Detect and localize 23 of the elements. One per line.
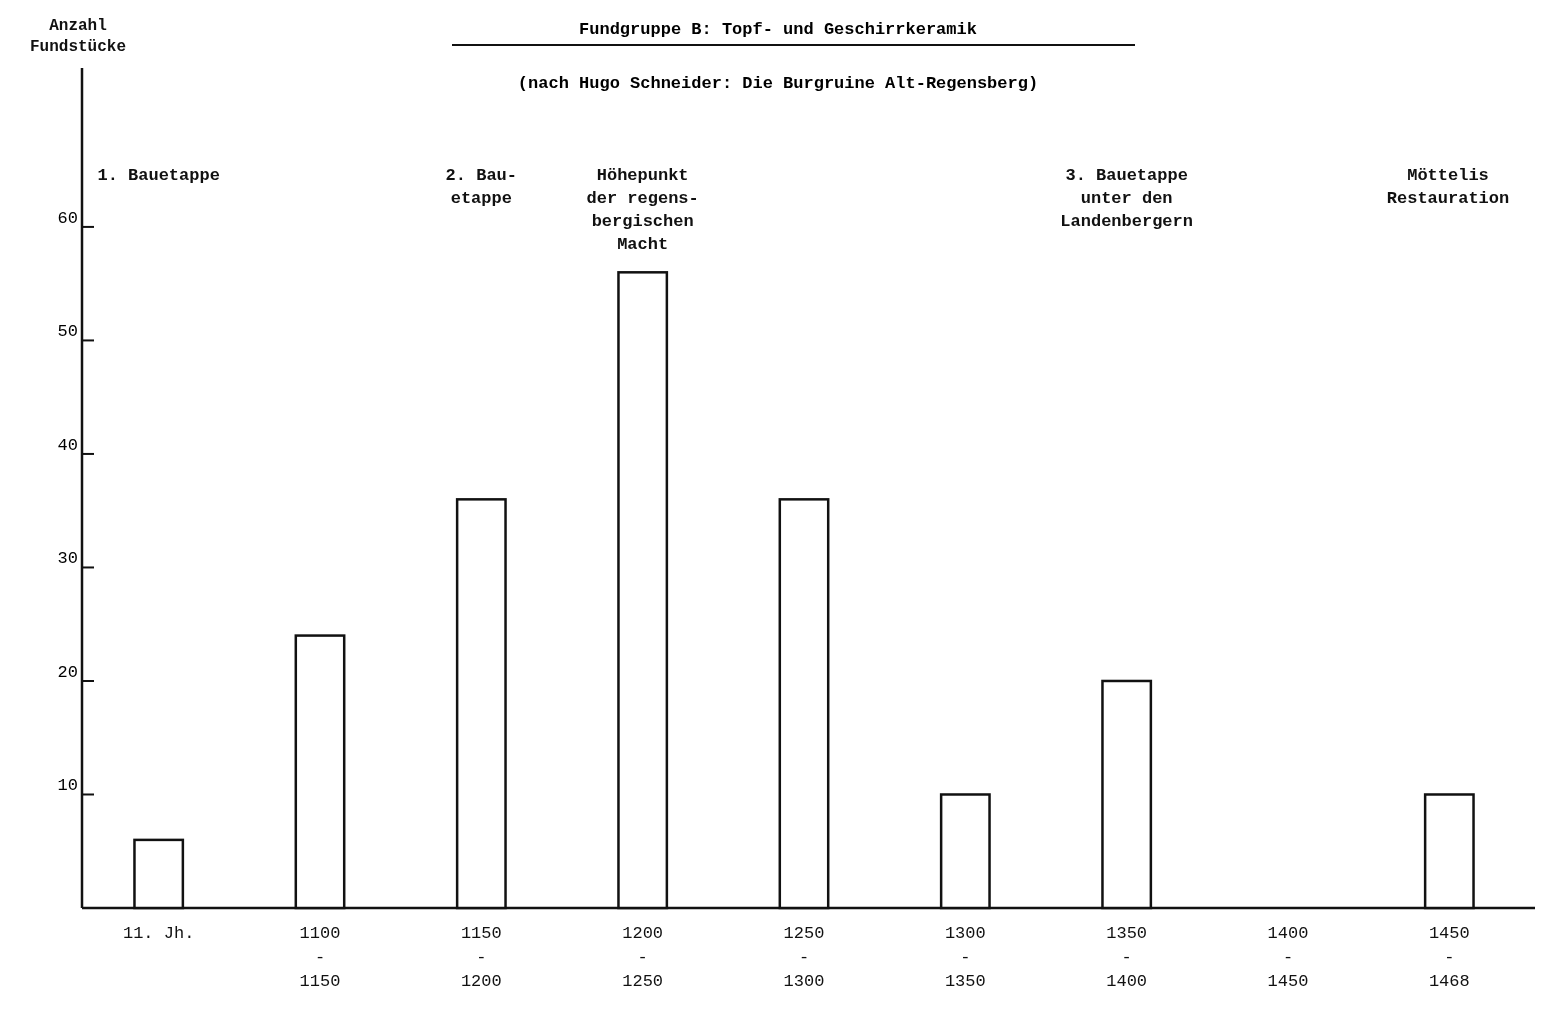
x-tick-label: 1400 - 1450 [1267,924,1309,991]
x-tick-label: 1300 - 1350 [944,924,986,991]
annotation: Möttelis Restauration [1386,166,1510,208]
annotation: 1. Bauetappe [97,166,220,185]
annotation: Höhepunkt der regens- bergischen Macht [586,166,699,254]
y-tick-label: 40 [57,435,78,455]
x-tick-label: 1200 - 1250 [622,924,664,991]
x-tick-label: 1250 - 1300 [783,924,825,991]
x-tick-label: 1100 - 1150 [299,924,341,991]
chart-subtitle: (nach Hugo Schneider: Die Burgruine Alt-Regensberg) [517,74,1039,93]
x-tick-label: 11. Jh. [122,924,195,943]
x-tick-label: 1150 - 1200 [460,924,502,991]
y-tick-label: 20 [57,662,78,682]
chart-title: Fundgruppe B: Topf- und Geschirrkeramik [579,20,977,39]
y-tick-label: 10 [57,776,78,796]
annotation: 2. Bau- etappe [445,166,518,208]
y-axis-title: Anzahl Fundstücke [29,17,127,56]
x-tick-label: 1350 - 1400 [1106,924,1148,991]
x-tick-label: 1450 - 1468 [1428,924,1470,991]
y-tick-label: 30 [57,549,78,569]
annotation: 3. Bauetappe unter den Landenbergern [1060,166,1193,231]
y-tick-label: 50 [57,322,78,342]
y-tick-label: 60 [57,208,78,228]
